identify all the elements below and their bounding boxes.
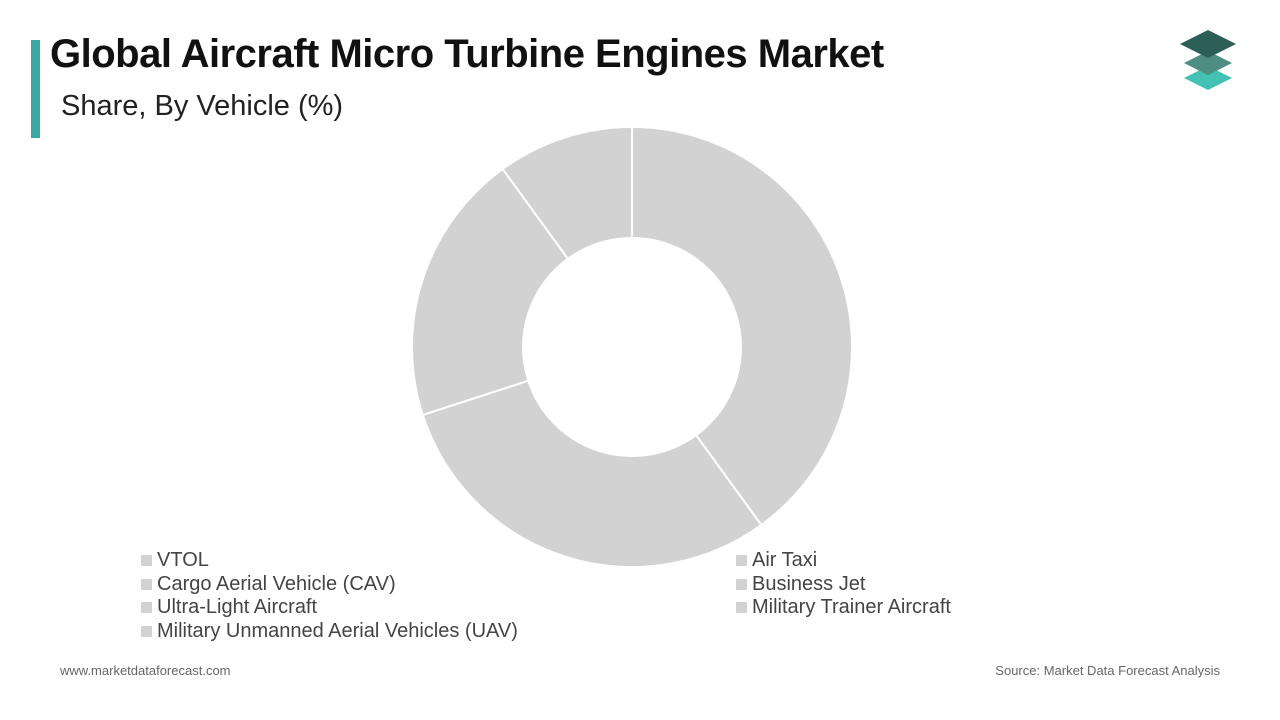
legend-swatch	[141, 602, 152, 613]
legend-swatch	[141, 578, 152, 590]
legend-item: Military Trainer Aircraft	[736, 596, 951, 619]
donut-slice-2	[421, 379, 763, 568]
logo-layer-top	[1180, 30, 1236, 58]
legend-item: Business Jet	[736, 573, 865, 596]
legend-label: Military Trainer Aircraft	[752, 596, 951, 618]
legend-label: Ultra-Light Aircraft	[157, 596, 318, 618]
footer-source: Source: Market Data Forecast Analysis	[995, 663, 1220, 678]
legend-label: Business Jet	[752, 572, 866, 595]
legend-swatch	[141, 625, 152, 637]
legend-item: Ultra-Light Aircraft	[141, 596, 317, 619]
chart-title: Global Aircraft Micro Turbine Engines Ma…	[50, 32, 884, 76]
donut-slice-3	[411, 167, 570, 417]
legend-swatch	[141, 555, 152, 566]
legend-label: Cargo Aerial Vehicle (CAV)	[157, 572, 396, 595]
donut-slice-4	[501, 125, 633, 261]
legend-label: VTOL	[157, 549, 209, 571]
donut-slices	[411, 125, 853, 568]
logo-layer-middle	[1184, 51, 1232, 75]
legend-item: VTOL	[141, 549, 209, 572]
legend-swatch	[736, 555, 747, 566]
legend-swatch	[736, 602, 747, 613]
legend-item: Cargo Aerial Vehicle (CAV)	[141, 573, 396, 596]
donut-slice-1	[631, 125, 853, 527]
legend-item: Military Unmanned Aerial Vehicles (UAV)	[141, 620, 518, 643]
stacked-layers-logo-icon	[1180, 30, 1236, 90]
chart-subtitle: Share, By Vehicle (%)	[61, 90, 344, 122]
legend-swatch	[736, 578, 747, 590]
legend-item: Air Taxi	[736, 549, 817, 572]
title-accent-bar	[31, 40, 40, 138]
legend-label: Military Unmanned Aerial Vehicles (UAV)	[157, 619, 518, 642]
logo-layer-bottom	[1184, 66, 1232, 90]
legend-label: Air Taxi	[752, 549, 818, 571]
footer-website: www.marketdataforecast.com	[60, 663, 231, 678]
